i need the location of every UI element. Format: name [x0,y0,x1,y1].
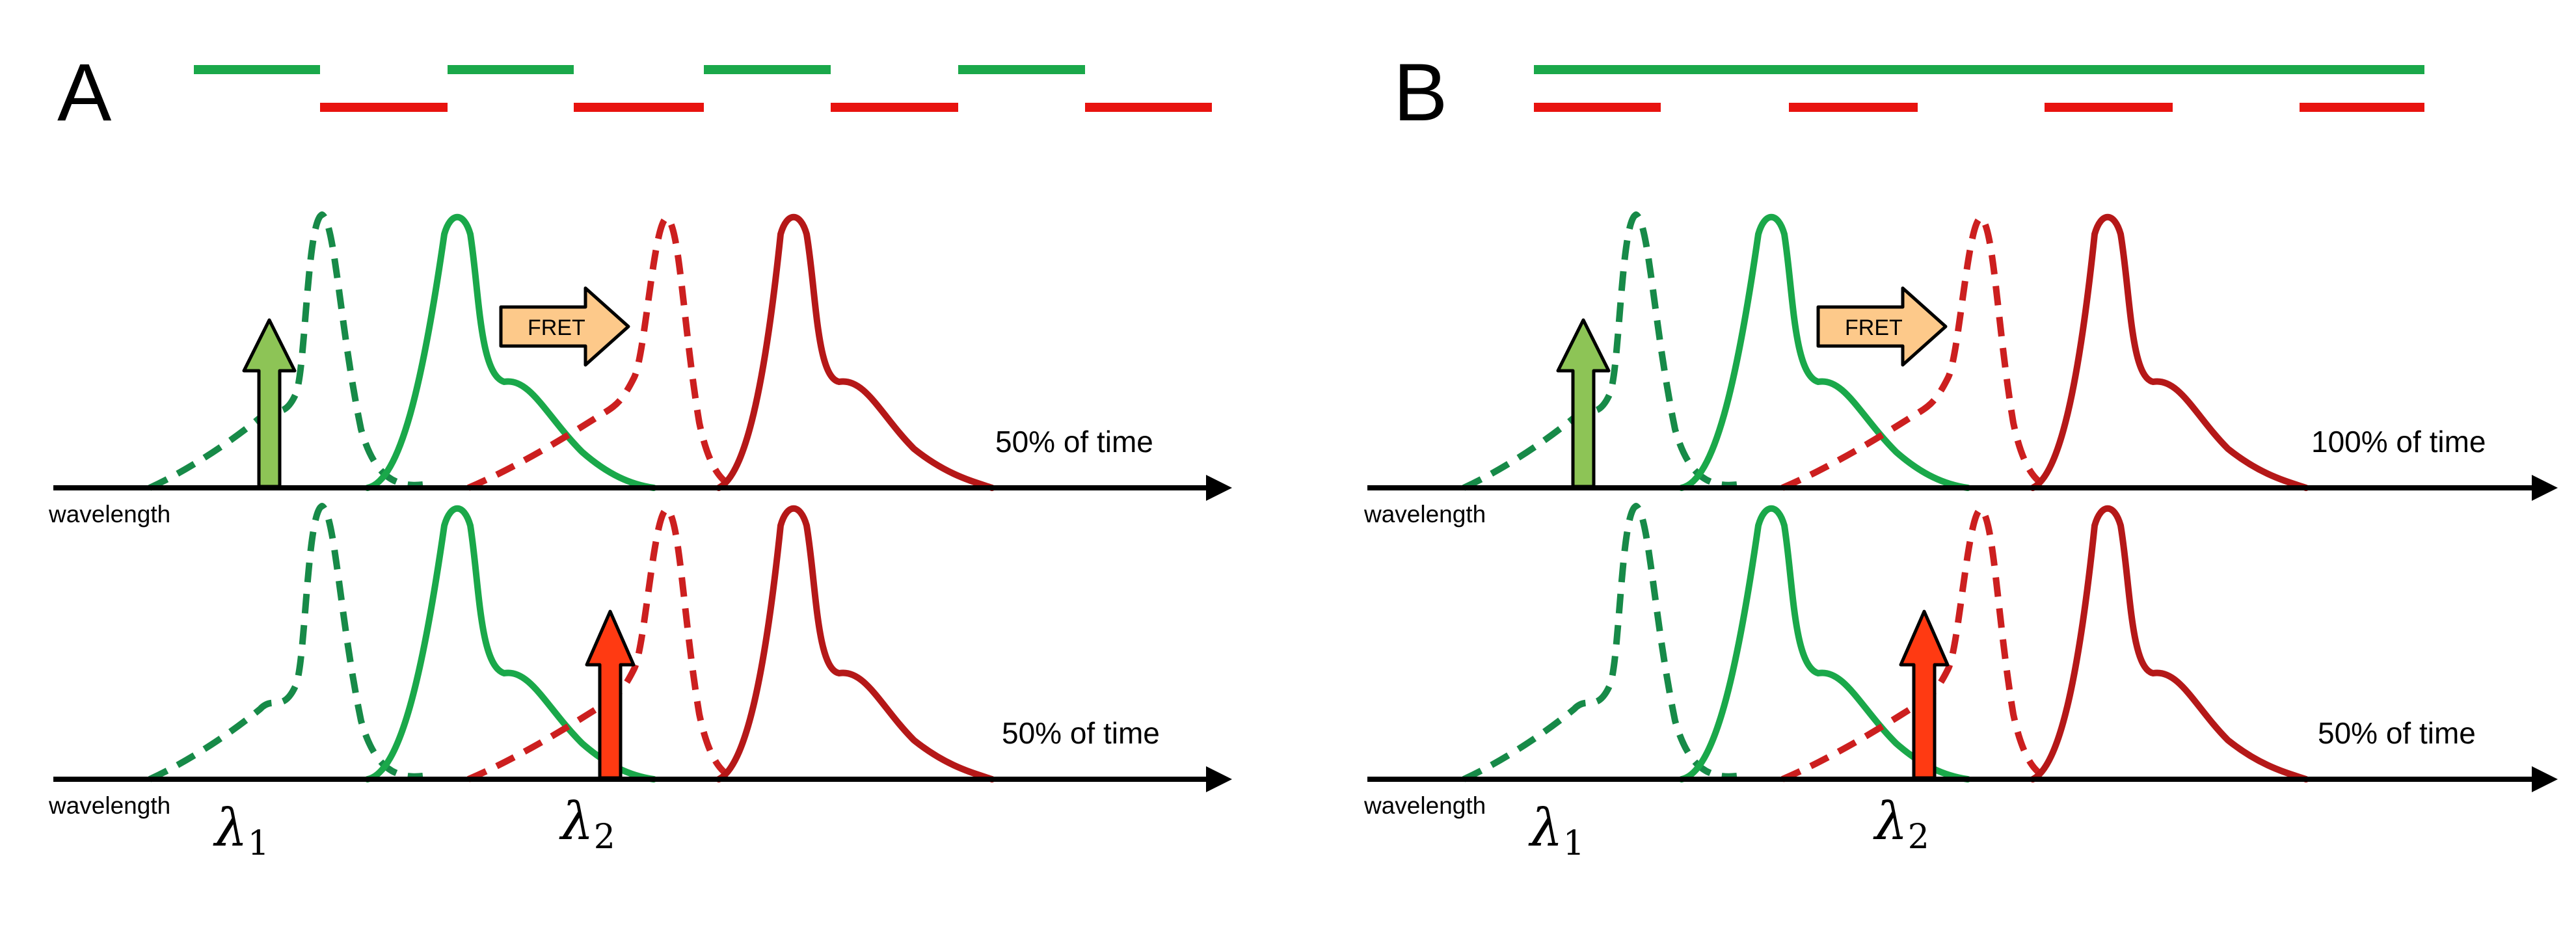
red-excitation-arrow [1899,609,1950,780]
time-fraction-label: 50% of time [995,425,1153,459]
panel-letter: B [1393,47,1447,138]
fret-arrow: FRET [499,286,630,367]
acceptor-emission-curve [2033,509,2306,779]
red-excitation-arrow [585,609,636,780]
axis-label: wavelength [48,501,170,528]
acceptor-emission-curve [719,217,992,488]
panel-b: B wavelength 100% of time FRET [1363,47,2558,863]
fret-arrow: FRET [1816,286,1948,367]
donor-emission-curve [368,217,654,488]
panel-a: A wavelength 50% of time FRET [48,47,1232,863]
lambda-1-label: λ1 [1528,797,1585,863]
lambda-2-label: λ2 [1873,791,1929,857]
green-excitation-arrow [1556,318,1611,488]
fret-label: FRET [528,315,585,340]
panel-letter: A [57,47,112,138]
excitation-schedule-bars [1534,65,2424,112]
donor-absorption-curve [1464,506,1737,779]
donor-emission-curve [1682,217,1968,488]
time-fraction-label: 50% of time [1002,716,1160,750]
lambda-1-label: λ1 [213,797,269,863]
time-fraction-label: 100% of time [2311,425,2486,459]
acceptor-emission-curve [2033,217,2306,488]
spectrum-row-upper: wavelength 50% of time FRET [48,215,1232,528]
acceptor-emission-curve [719,509,992,779]
spectrum-row-lower: wavelength 50% of time λ1 λ2 [48,506,1232,863]
donor-absorption-curve [150,506,423,779]
axis-label: wavelength [48,792,170,819]
axis-label: wavelength [1363,501,1486,528]
spectrum-row-upper: wavelength 100% of time FRET [1363,215,2558,528]
acceptor-absorption-curve [468,218,738,488]
axis-label: wavelength [1363,792,1486,819]
spectrum-row-lower: wavelength 50% of time λ1 λ2 [1363,506,2558,863]
time-fraction-label: 50% of time [2318,716,2476,750]
excitation-schedule-bars [194,65,1212,112]
green-excitation-arrow [242,318,297,488]
fret-label: FRET [1845,315,1903,340]
lambda-2-label: λ2 [559,791,615,857]
